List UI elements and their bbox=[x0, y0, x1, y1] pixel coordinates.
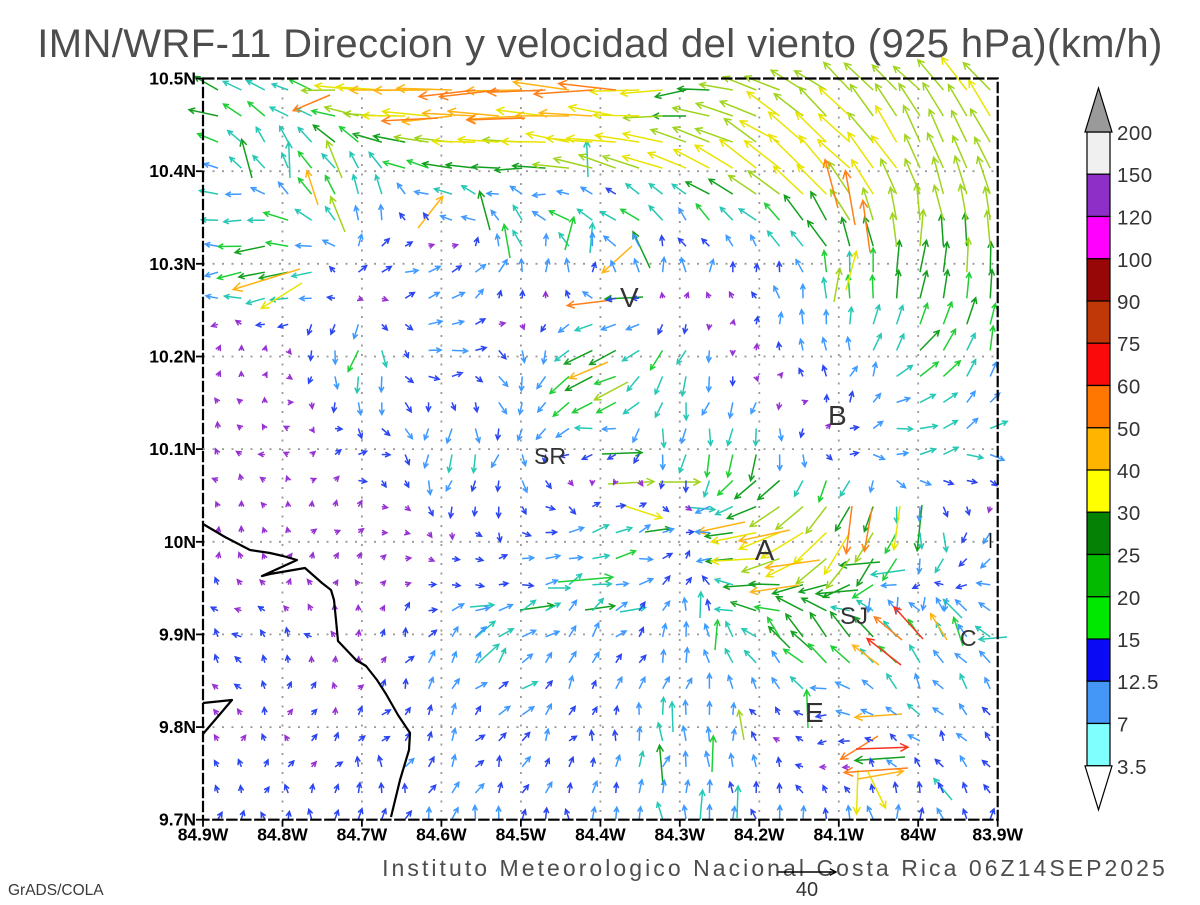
svg-text:84.2W: 84.2W bbox=[734, 825, 785, 845]
svg-text:12.5: 12.5 bbox=[1117, 671, 1159, 694]
svg-text:A: A bbox=[755, 535, 775, 567]
svg-text:84.7W: 84.7W bbox=[337, 825, 388, 845]
svg-text:40: 40 bbox=[1117, 460, 1141, 483]
svg-text:SR: SR bbox=[534, 443, 566, 469]
svg-text:9.9N: 9.9N bbox=[159, 624, 196, 644]
svg-text:84.3W: 84.3W bbox=[655, 825, 706, 845]
svg-text:30: 30 bbox=[1117, 502, 1141, 525]
svg-text:84.6W: 84.6W bbox=[416, 825, 467, 845]
svg-text:9.7N: 9.7N bbox=[159, 810, 196, 830]
svg-text:V: V bbox=[620, 282, 639, 313]
svg-text:E: E bbox=[805, 697, 824, 728]
svg-text:84.5W: 84.5W bbox=[496, 825, 547, 845]
svg-text:84.1W: 84.1W bbox=[814, 825, 865, 845]
svg-text:10.4N: 10.4N bbox=[149, 161, 196, 181]
svg-text:10.5N: 10.5N bbox=[149, 69, 196, 89]
svg-text:50: 50 bbox=[1117, 418, 1141, 441]
svg-text:Instituto Meteorologico Nacion: Instituto Meteorologico Nacional Costa R… bbox=[382, 855, 1168, 881]
svg-text:120: 120 bbox=[1117, 207, 1153, 230]
svg-text:15: 15 bbox=[1117, 629, 1141, 652]
svg-text:83.9W: 83.9W bbox=[972, 825, 1023, 845]
svg-text:84.4W: 84.4W bbox=[575, 825, 626, 845]
svg-text:40: 40 bbox=[796, 879, 818, 900]
svg-text:25: 25 bbox=[1117, 545, 1141, 568]
svg-text:3.5: 3.5 bbox=[1117, 756, 1147, 779]
svg-text:C: C bbox=[960, 625, 977, 651]
svg-text:SJ: SJ bbox=[840, 603, 868, 630]
svg-text:84W: 84W bbox=[900, 825, 936, 845]
svg-text:10.1N: 10.1N bbox=[149, 439, 196, 459]
svg-text:10.3N: 10.3N bbox=[149, 254, 196, 274]
svg-text:90: 90 bbox=[1117, 291, 1141, 314]
svg-text:150: 150 bbox=[1117, 164, 1153, 187]
svg-text:100: 100 bbox=[1117, 249, 1153, 272]
svg-text:10.2N: 10.2N bbox=[149, 347, 196, 367]
svg-text:9.8N: 9.8N bbox=[159, 717, 196, 737]
svg-text:GrADS/COLA: GrADS/COLA bbox=[8, 882, 104, 899]
svg-text:20: 20 bbox=[1117, 587, 1141, 610]
svg-text:7: 7 bbox=[1117, 714, 1129, 737]
svg-text:IMN/WRF-11 Direccion y velocid: IMN/WRF-11 Direccion y velocidad del vie… bbox=[37, 22, 1162, 66]
svg-text:60: 60 bbox=[1117, 376, 1141, 399]
svg-text:84.8W: 84.8W bbox=[257, 825, 308, 845]
svg-text:75: 75 bbox=[1117, 333, 1141, 356]
svg-text:200: 200 bbox=[1117, 122, 1153, 145]
svg-text:84.9W: 84.9W bbox=[178, 825, 229, 845]
svg-text:10N: 10N bbox=[164, 532, 196, 552]
svg-text:B: B bbox=[828, 400, 847, 431]
